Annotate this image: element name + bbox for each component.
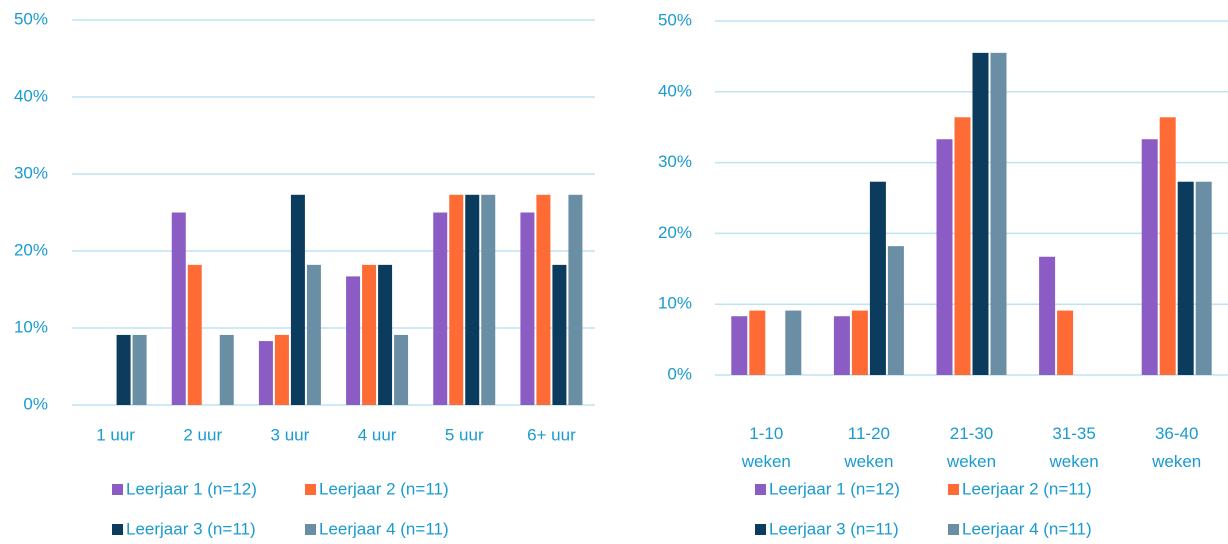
bar xyxy=(851,310,868,375)
y-tick-label: 10% xyxy=(658,294,692,313)
x-tick-label: 6+ uur xyxy=(527,425,576,444)
x-tick-label: 4 uur xyxy=(358,425,397,444)
bar xyxy=(990,52,1007,376)
bar xyxy=(433,212,448,405)
x-tick-label: 36-40 weken xyxy=(1151,424,1201,471)
y-tick-label: 20% xyxy=(658,223,692,242)
bar xyxy=(520,212,535,405)
bar xyxy=(481,194,496,405)
bar xyxy=(274,334,289,405)
y-tick-label: 0% xyxy=(23,394,48,413)
bar xyxy=(132,334,147,405)
bar xyxy=(972,52,989,376)
bar xyxy=(936,139,953,375)
legend-swatch xyxy=(948,524,959,535)
bar xyxy=(306,264,321,405)
bar xyxy=(1159,117,1176,376)
legend-swatch xyxy=(112,484,123,495)
legend-swatch xyxy=(112,524,123,535)
y-tick-label: 40% xyxy=(14,86,48,105)
y-tick-label: 30% xyxy=(14,163,48,182)
bar xyxy=(1141,139,1158,375)
bar xyxy=(116,334,131,405)
x-tick-label: 5 uur xyxy=(445,425,484,444)
legend-label: Leerjaar 4 (n=11) xyxy=(319,519,449,538)
bar xyxy=(290,194,305,405)
bar xyxy=(171,212,186,405)
y-tick-label: 50% xyxy=(14,9,48,28)
y-tick-label: 20% xyxy=(14,240,48,259)
bar xyxy=(1195,181,1212,375)
x-tick-label: 21-30 weken xyxy=(946,424,996,471)
bar xyxy=(552,264,567,405)
bar xyxy=(1039,256,1056,375)
legend-label: Leerjaar 3 (n=11) xyxy=(126,519,256,538)
bar xyxy=(536,194,551,405)
bar xyxy=(833,316,850,375)
bar xyxy=(394,334,409,405)
x-tick-label: 1-10 weken xyxy=(741,424,791,471)
bar xyxy=(749,310,766,375)
bar xyxy=(1057,310,1074,375)
legend-swatch xyxy=(305,484,316,495)
bar xyxy=(187,264,202,405)
legend-label: Leerjaar 1 (n=12) xyxy=(769,479,900,498)
bar xyxy=(887,246,904,375)
bar xyxy=(954,117,971,376)
legend-swatch xyxy=(755,524,766,535)
x-tick-label: 2 uur xyxy=(183,425,222,444)
y-tick-label: 40% xyxy=(658,81,692,100)
bar xyxy=(378,264,393,405)
x-tick-label: 31-35 weken xyxy=(1049,424,1099,471)
x-tick-label: 11-20 weken xyxy=(843,424,893,471)
bar xyxy=(568,194,583,405)
bar xyxy=(785,310,802,375)
bar xyxy=(258,341,273,405)
legend-label: Leerjaar 1 (n=12) xyxy=(126,479,257,498)
legend-label: Leerjaar 3 (n=11) xyxy=(769,519,899,538)
legend-swatch xyxy=(755,484,766,495)
legend-swatch xyxy=(305,524,316,535)
bar xyxy=(449,194,464,405)
legend-swatch xyxy=(948,484,959,495)
y-tick-label: 10% xyxy=(14,317,48,336)
x-tick-label: 1 uur xyxy=(96,425,135,444)
y-tick-label: 30% xyxy=(658,152,692,171)
x-tick-label: 3 uur xyxy=(271,425,310,444)
bar xyxy=(219,334,234,405)
y-tick-label: 50% xyxy=(658,10,692,29)
legend-label: Leerjaar 4 (n=11) xyxy=(962,519,1092,538)
bar xyxy=(362,264,377,405)
bar xyxy=(731,316,748,375)
legend-label: Leerjaar 2 (n=11) xyxy=(319,479,449,498)
bar xyxy=(465,194,480,405)
legend-label: Leerjaar 2 (n=11) xyxy=(962,479,1092,498)
y-tick-label: 0% xyxy=(667,364,692,383)
bar xyxy=(346,276,361,405)
bar xyxy=(869,181,886,375)
bar xyxy=(1177,181,1194,375)
